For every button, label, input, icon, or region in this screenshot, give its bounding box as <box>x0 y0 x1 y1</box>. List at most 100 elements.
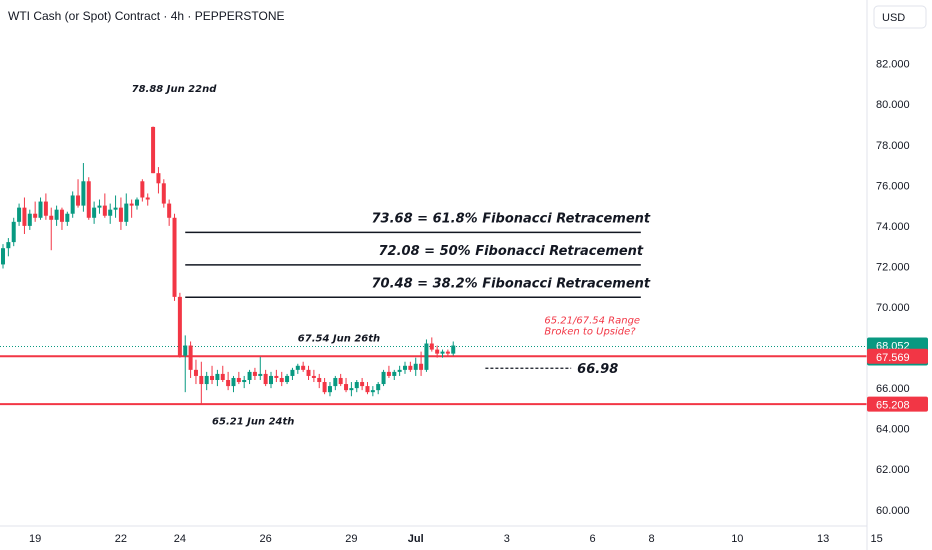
candle[interactable] <box>242 375 247 389</box>
candle-body <box>6 242 11 249</box>
candle[interactable] <box>59 207 64 230</box>
candle[interactable] <box>54 205 59 226</box>
time-tick-label: 19 <box>29 533 41 545</box>
candle[interactable] <box>102 193 107 218</box>
currency-button[interactable]: USD <box>873 5 927 29</box>
candle[interactable] <box>451 341 456 356</box>
candle[interactable] <box>429 337 434 352</box>
candle[interactable] <box>301 361 306 372</box>
candle-body <box>236 377 241 383</box>
candle[interactable] <box>33 201 38 222</box>
candle[interactable] <box>263 369 268 387</box>
candle[interactable] <box>177 292 182 358</box>
candle[interactable] <box>76 179 81 208</box>
candle[interactable] <box>167 199 172 226</box>
candle[interactable] <box>333 375 338 391</box>
candle[interactable] <box>172 213 177 301</box>
candle[interactable] <box>118 197 123 230</box>
candle[interactable] <box>231 375 236 393</box>
fib-label-2: 72.08 = 50% Fibonacci Retracement <box>379 244 644 259</box>
candle[interactable] <box>145 193 150 206</box>
candle[interactable] <box>135 197 139 210</box>
candle[interactable] <box>204 371 209 391</box>
candle[interactable] <box>113 195 118 218</box>
candle[interactable] <box>424 339 429 372</box>
candle[interactable] <box>129 199 134 218</box>
candle[interactable] <box>403 361 407 374</box>
candle[interactable] <box>445 349 450 356</box>
candle[interactable] <box>360 377 365 391</box>
candle[interactable] <box>306 365 311 380</box>
candle[interactable] <box>92 201 97 224</box>
candle[interactable] <box>285 373 290 385</box>
currency-label[interactable]: USD <box>882 12 905 24</box>
candle[interactable] <box>108 203 113 224</box>
currency-button-frame[interactable] <box>873 5 927 29</box>
candle[interactable] <box>1 244 5 269</box>
candle[interactable] <box>215 369 220 387</box>
candle[interactable] <box>183 335 188 393</box>
candle[interactable] <box>220 365 225 383</box>
candle[interactable] <box>86 177 91 220</box>
candle[interactable] <box>311 369 316 383</box>
candle[interactable] <box>440 349 445 358</box>
candle[interactable] <box>290 367 295 380</box>
plot-area[interactable]: 73.68 = 61.8% Fibonacci Retracement 72.08… <box>0 84 867 428</box>
candle[interactable] <box>17 203 22 226</box>
candle[interactable] <box>151 126 156 174</box>
candle[interactable] <box>199 361 204 405</box>
candle-body <box>451 345 456 354</box>
candle[interactable] <box>81 163 86 212</box>
candle[interactable] <box>279 371 284 387</box>
candle[interactable] <box>419 351 424 376</box>
candle[interactable] <box>295 363 300 374</box>
candle[interactable] <box>226 371 231 391</box>
candle[interactable] <box>381 369 386 387</box>
candle[interactable] <box>365 382 370 395</box>
candle[interactable] <box>258 356 263 380</box>
candle[interactable] <box>349 382 354 397</box>
candle[interactable] <box>413 357 418 376</box>
candle[interactable] <box>236 371 241 385</box>
candle[interactable] <box>65 211 70 226</box>
candle-body <box>274 375 279 378</box>
candle[interactable] <box>274 369 279 383</box>
candle[interactable] <box>43 193 48 220</box>
candle[interactable] <box>386 365 391 378</box>
candle-body <box>65 213 70 222</box>
candle[interactable] <box>193 359 198 385</box>
candle[interactable] <box>269 371 273 389</box>
candle[interactable] <box>247 369 252 385</box>
candle[interactable] <box>49 207 54 251</box>
candle[interactable] <box>344 377 349 393</box>
candle[interactable] <box>392 369 397 380</box>
candle[interactable] <box>435 345 440 358</box>
candle[interactable] <box>338 373 343 387</box>
candle[interactable] <box>97 199 102 214</box>
candle-body <box>92 207 97 218</box>
candle[interactable] <box>6 238 11 257</box>
candle[interactable] <box>252 367 257 380</box>
candle[interactable] <box>327 382 332 397</box>
candle-body <box>76 195 81 206</box>
candle[interactable] <box>370 386 375 397</box>
time-axis[interactable]: 19 22 24 26 29 Jul 3 6 8 10 13 15 <box>29 533 883 545</box>
candle[interactable] <box>317 373 322 389</box>
candle[interactable] <box>397 365 402 376</box>
candle[interactable] <box>210 365 215 385</box>
candle[interactable] <box>124 193 129 226</box>
candle[interactable] <box>322 377 327 395</box>
candle[interactable] <box>156 167 161 194</box>
candle[interactable] <box>22 197 27 235</box>
candle[interactable] <box>140 179 145 202</box>
candle[interactable] <box>70 191 75 218</box>
candle[interactable] <box>27 209 32 230</box>
candle[interactable] <box>408 361 413 372</box>
candle[interactable] <box>354 380 359 393</box>
candle[interactable] <box>11 217 16 247</box>
candle[interactable] <box>376 382 381 395</box>
candle[interactable] <box>188 341 193 378</box>
candle[interactable] <box>38 197 43 220</box>
candle[interactable] <box>161 179 166 208</box>
